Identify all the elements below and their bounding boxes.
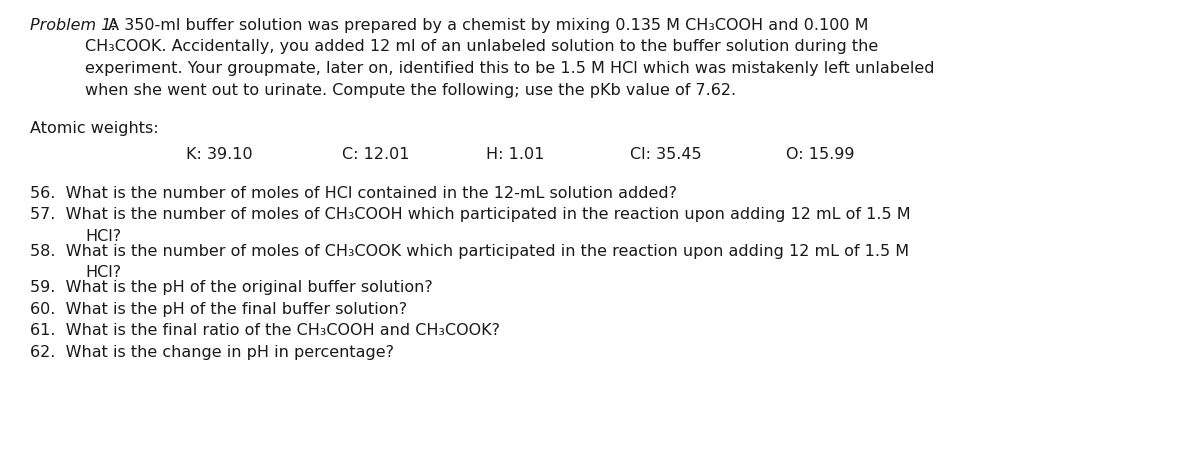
Text: HCl?: HCl?: [85, 228, 121, 244]
Text: 57.  What is the number of moles of CH₃COOH which participated in the reaction u: 57. What is the number of moles of CH₃CO…: [30, 207, 911, 222]
Text: 62.  What is the change in pH in percentage?: 62. What is the change in pH in percenta…: [30, 345, 394, 360]
Text: 60.  What is the pH of the final buffer solution?: 60. What is the pH of the final buffer s…: [30, 302, 407, 317]
Text: 61.  What is the final ratio of the CH₃COOH and CH₃COOK?: 61. What is the final ratio of the CH₃CO…: [30, 323, 500, 338]
Text: 58.  What is the number of moles of CH₃COOK which participated in the reaction u: 58. What is the number of moles of CH₃CO…: [30, 244, 910, 259]
Text: C: 12.01: C: 12.01: [342, 147, 409, 162]
Text: 59.  What is the pH of the original buffer solution?: 59. What is the pH of the original buffe…: [30, 280, 433, 295]
Text: K: 39.10: K: 39.10: [186, 147, 253, 162]
Text: CH₃COOK. Accidentally, you added 12 ml of an unlabeled solution to the buffer so: CH₃COOK. Accidentally, you added 12 ml o…: [85, 39, 878, 54]
Text: A 350-ml buffer solution was prepared by a chemist by mixing 0.135 M CH₃COOH and: A 350-ml buffer solution was prepared by…: [103, 18, 869, 33]
Text: when she went out to urinate. Compute the following; use the pKb value of 7.62.: when she went out to urinate. Compute th…: [85, 83, 736, 97]
Text: Atomic weights:: Atomic weights:: [30, 121, 158, 136]
Text: H: 1.01: H: 1.01: [486, 147, 545, 162]
Text: Problem 1:: Problem 1:: [30, 18, 116, 33]
Text: O: 15.99: O: 15.99: [786, 147, 854, 162]
Text: experiment. Your groupmate, later on, identified this to be 1.5 M HCl which was : experiment. Your groupmate, later on, id…: [85, 61, 935, 76]
Text: 56.  What is the number of moles of HCl contained in the 12-mL solution added?: 56. What is the number of moles of HCl c…: [30, 186, 677, 201]
Text: HCl?: HCl?: [85, 265, 121, 280]
Text: Cl: 35.45: Cl: 35.45: [630, 147, 702, 162]
